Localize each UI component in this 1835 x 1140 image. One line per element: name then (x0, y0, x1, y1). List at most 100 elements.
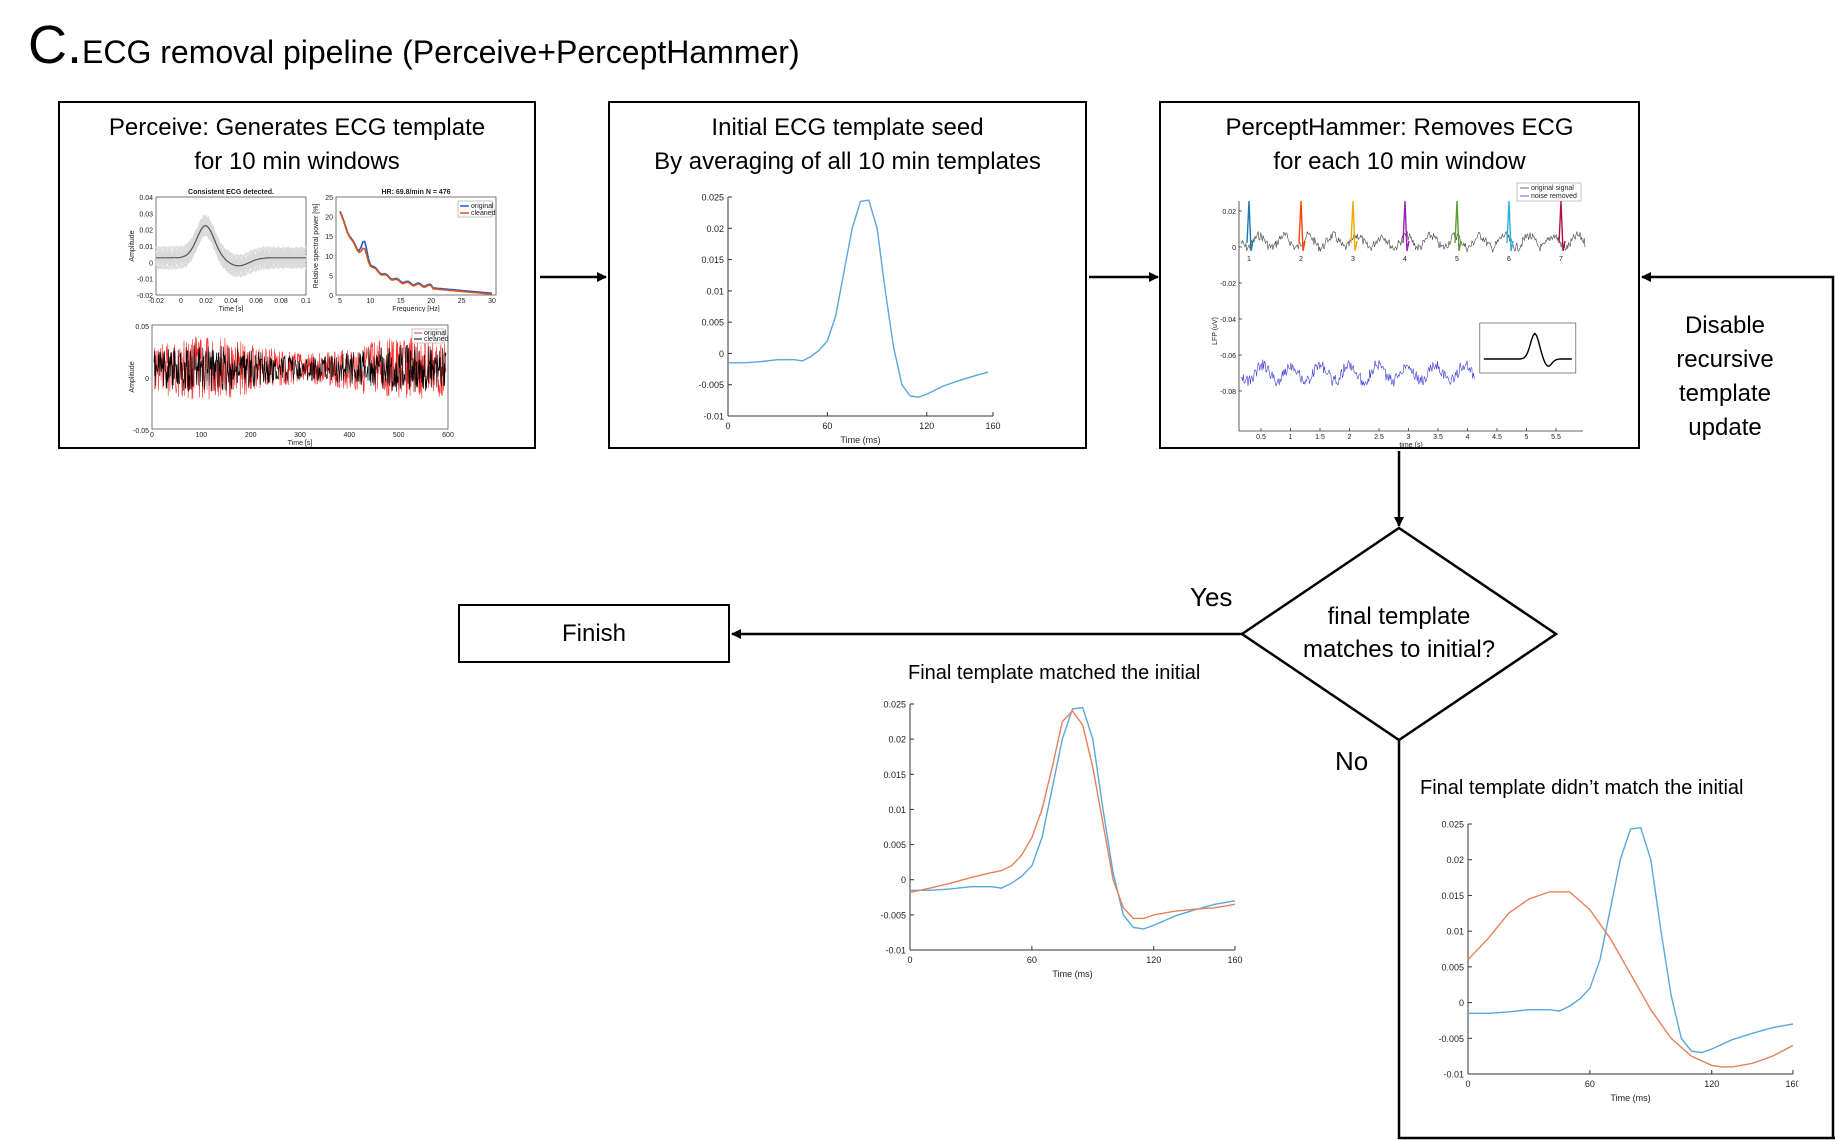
y-tick-label: -0.005 (698, 380, 724, 390)
ts-cleaned-line (153, 344, 447, 392)
seed-box-title: Initial ECG template seed By averaging o… (654, 114, 1041, 175)
panel-title: C.ECG removal pipeline (Perceive+Percept… (28, 14, 800, 76)
x-tick-label: 0.08 (274, 298, 288, 305)
x-tick-label: 3 (1407, 434, 1411, 441)
y-tick-label: 0.02 (706, 224, 724, 234)
beat-number: 7 (1559, 256, 1563, 263)
x-tick-label: -0.02 (148, 298, 164, 305)
y-tick-label: 0.025 (1441, 820, 1464, 830)
x-tick-label: 2.5 (1374, 434, 1384, 441)
yes-label: Yes (1190, 582, 1233, 612)
psd-original-line (339, 210, 493, 294)
no-label: No (1335, 746, 1369, 776)
series-line (728, 199, 989, 398)
y-tick-label: 0.015 (701, 255, 724, 265)
feedback-note: Disable recursive template update (1676, 312, 1774, 441)
x-axis-label: Time (ms) (1610, 1093, 1650, 1103)
legend-label: original (471, 203, 494, 210)
y-tick-label: 0.01 (706, 286, 724, 296)
ecg-beat-mark (1402, 200, 1410, 252)
x-tick-label: 300 (294, 432, 306, 439)
legend-label: cleaned (424, 336, 449, 343)
y-axis-label: Relative spectral power [%] (313, 204, 320, 289)
legend-label: original (424, 330, 447, 337)
template-trace (155, 224, 307, 274)
perceive-template-plot: Consistent ECG detected. 0.04 0.03 0.02 0.01… (129, 189, 311, 312)
y-tick-label: 0 (1232, 245, 1236, 252)
x-tick-label: 160 (985, 421, 1000, 431)
beat-number: 3 (1351, 256, 1355, 263)
arrow-no-feedback (1397, 740, 1835, 1140)
x-tick-label: 3.5 (1433, 434, 1443, 441)
ecg-beat-mark (1506, 200, 1514, 252)
y-tick-label: 0.015 (883, 770, 906, 780)
y-tick-label: 0.01 (139, 244, 153, 251)
panel-letter: C. (28, 15, 82, 75)
psd-title: HR: 69.8/min N = 476 (381, 189, 450, 196)
y-tick-label: 5 (329, 273, 333, 280)
template-trace (155, 215, 307, 273)
template-title: Consistent ECG detected. (188, 189, 274, 196)
series-line (910, 706, 1236, 930)
y-tick-label: -0.01 (137, 277, 153, 284)
beat-number: 6 (1507, 256, 1511, 263)
seed-box: Initial ECG template seed By averaging o… (608, 101, 1087, 449)
y-tick-label: 0.05 (135, 324, 149, 331)
template-trace (155, 223, 307, 275)
inset-template-line (1483, 332, 1572, 367)
ts-original-line (153, 336, 447, 400)
x-axis-label: Time (ms) (1052, 969, 1092, 979)
y-tick-label: -0.04 (1220, 317, 1236, 324)
x-tick-label: 0.04 (224, 298, 238, 305)
decision-text: final template matches to initial? (1302, 603, 1496, 663)
hammer-box-title: PerceptHammer: Removes ECG for each 10 m… (1225, 114, 1574, 175)
y-tick-label: 0.01 (888, 805, 906, 815)
x-tick-label: 120 (1146, 955, 1161, 965)
x-tick-label: 10 (367, 298, 375, 305)
y-tick-label: 0 (149, 260, 153, 267)
x-tick-label: 600 (442, 432, 454, 439)
y-tick-label: -0.02 (137, 293, 153, 300)
caption-matched: Final template matched the initial (908, 662, 1201, 684)
y-tick-label: -0.005 (1438, 1034, 1464, 1044)
series-line (1467, 891, 1794, 1068)
y-tick-label: -0.01 (703, 412, 724, 422)
x-tick-label: 0.06 (249, 298, 263, 305)
hammer-signal-plot: 0.02 0 -0.02 -0.04 -0.06 -0.08 LFP (uV) 1 2 3 4 5 6 7… (1212, 182, 1586, 447)
x-tick-label: 120 (919, 421, 934, 431)
x-tick-label: 500 (393, 432, 405, 439)
figure-title: ECG removal pipeline (Perceive+PerceptHa… (82, 34, 800, 70)
y-tick-label: -0.01 (1443, 1070, 1464, 1080)
legend-label: noise removed (1531, 193, 1577, 200)
inset-frame (1479, 322, 1577, 374)
x-axis-label: Frequency [Hz] (392, 306, 440, 312)
x-tick-label: 0.1 (301, 298, 311, 305)
y-axis-label: Amplitude (129, 230, 136, 261)
x-tick-label: 160 (1785, 1079, 1798, 1089)
beat-number: 4 (1403, 256, 1407, 263)
x-tick-label: 25 (458, 298, 466, 305)
noise-removed-line (1240, 359, 1476, 387)
x-tick-label: 5 (338, 298, 342, 305)
x-tick-label: 200 (245, 432, 257, 439)
legend-box (1516, 182, 1582, 202)
y-tick-label: 0.02 (888, 735, 906, 745)
template-trace (155, 223, 307, 277)
y-tick-label: 0 (145, 376, 149, 383)
y-tick-label: -0.08 (1220, 389, 1236, 396)
y-tick-label: 0.02 (139, 228, 153, 235)
arrow-feedback-to-hammer (1641, 272, 1835, 1138)
x-tick-label: 1.5 (1315, 434, 1325, 441)
y-tick-label: 20 (325, 215, 333, 222)
finish-box: Finish (458, 604, 730, 663)
x-tick-label: 0 (725, 421, 730, 431)
ecg-beat-mark (1246, 200, 1254, 252)
beat-number: 1 (1247, 256, 1251, 263)
x-axis-label: Time [s] (288, 440, 313, 447)
x-axis-label: time (s) (1399, 442, 1422, 447)
finish-label: Finish (561, 619, 627, 647)
caption-not-matched: Final template didn’t match the initial (1420, 777, 1744, 799)
y-tick-label: -0.06 (1220, 353, 1236, 360)
